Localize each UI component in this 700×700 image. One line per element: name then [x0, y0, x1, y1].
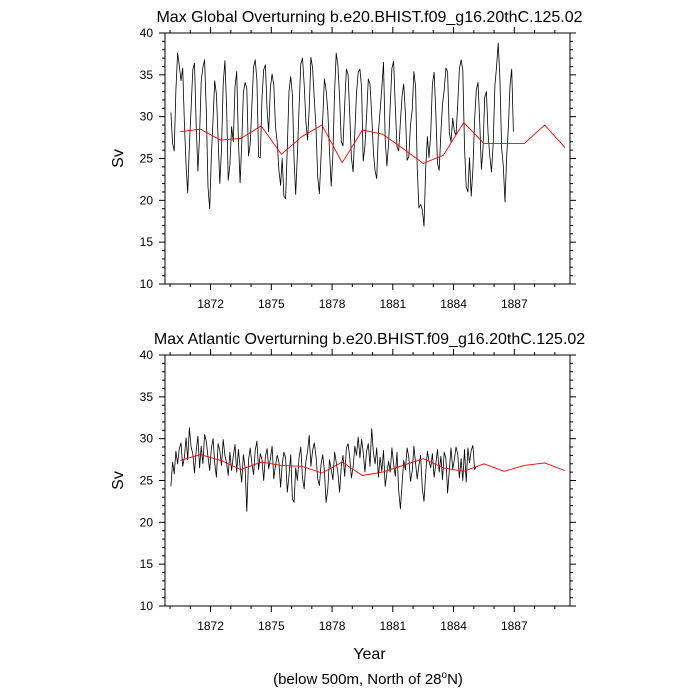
global-x-tick-label: 1878 — [319, 297, 346, 311]
global-y-tick-label: 25 — [140, 152, 154, 166]
atlantic-x-tick-label: 1884 — [440, 619, 467, 633]
global-y-tick-label: 15 — [140, 235, 154, 249]
global-y-tick-label: 20 — [140, 193, 154, 207]
atlantic-x-tick-label: 1875 — [258, 619, 285, 633]
global-x-tick-label: 1887 — [501, 297, 528, 311]
atlantic-y-tick-label: 35 — [140, 390, 154, 404]
global-overturning-panel: Max Global Overturning b.e20.BHIST.f09_g… — [110, 9, 583, 311]
atlantic-y-tick-label: 25 — [140, 474, 154, 488]
atlantic-annual-mean-line — [180, 454, 566, 476]
global-x-tick-label: 1875 — [258, 297, 285, 311]
global-monthly-line — [170, 42, 514, 227]
footnote: (below 500m, North of 28oN) — [273, 670, 463, 688]
global-annual-mean-line — [180, 122, 566, 164]
atlantic-x-axis-label: Year — [353, 646, 386, 663]
global-chart-title: Max Global Overturning b.e20.BHIST.f09_g… — [156, 9, 582, 26]
global-y-axis-label: Sv — [110, 149, 127, 168]
atlantic-y-tick-label: 20 — [140, 515, 154, 529]
atlantic-x-tick-label: 1878 — [319, 619, 346, 633]
atlantic-x-tick-label: 1872 — [197, 619, 224, 633]
footnote-prefix: (below 500m, North of 28 — [273, 671, 441, 688]
global-x-tick-label: 1881 — [379, 297, 406, 311]
atlantic-chart-title: Max Atlantic Overturning b.e20.BHIST.f09… — [154, 331, 585, 348]
atlantic-y-tick-label: 30 — [140, 432, 154, 446]
global-y-tick-label: 30 — [140, 110, 154, 124]
footnote-suffix: N) — [447, 671, 463, 688]
footnote-degree: o — [442, 670, 448, 681]
global-y-tick-label: 10 — [140, 277, 154, 291]
atlantic-y-tick-label: 10 — [140, 599, 154, 613]
atlantic-y-tick-label: 40 — [140, 348, 154, 362]
atlantic-y-axis-label: Sv — [110, 471, 127, 490]
atlantic-overturning-panel: Max Atlantic Overturning b.e20.BHIST.f09… — [110, 331, 585, 663]
atlantic-y-tick-label: 15 — [140, 557, 154, 571]
global-x-tick-label: 1884 — [440, 297, 467, 311]
atlantic-x-tick-label: 1887 — [501, 619, 528, 633]
global-x-tick-label: 1872 — [197, 297, 224, 311]
global-y-tick-label: 35 — [140, 68, 154, 82]
atlantic-x-tick-label: 1881 — [379, 619, 406, 633]
global-y-tick-label: 40 — [140, 26, 154, 40]
